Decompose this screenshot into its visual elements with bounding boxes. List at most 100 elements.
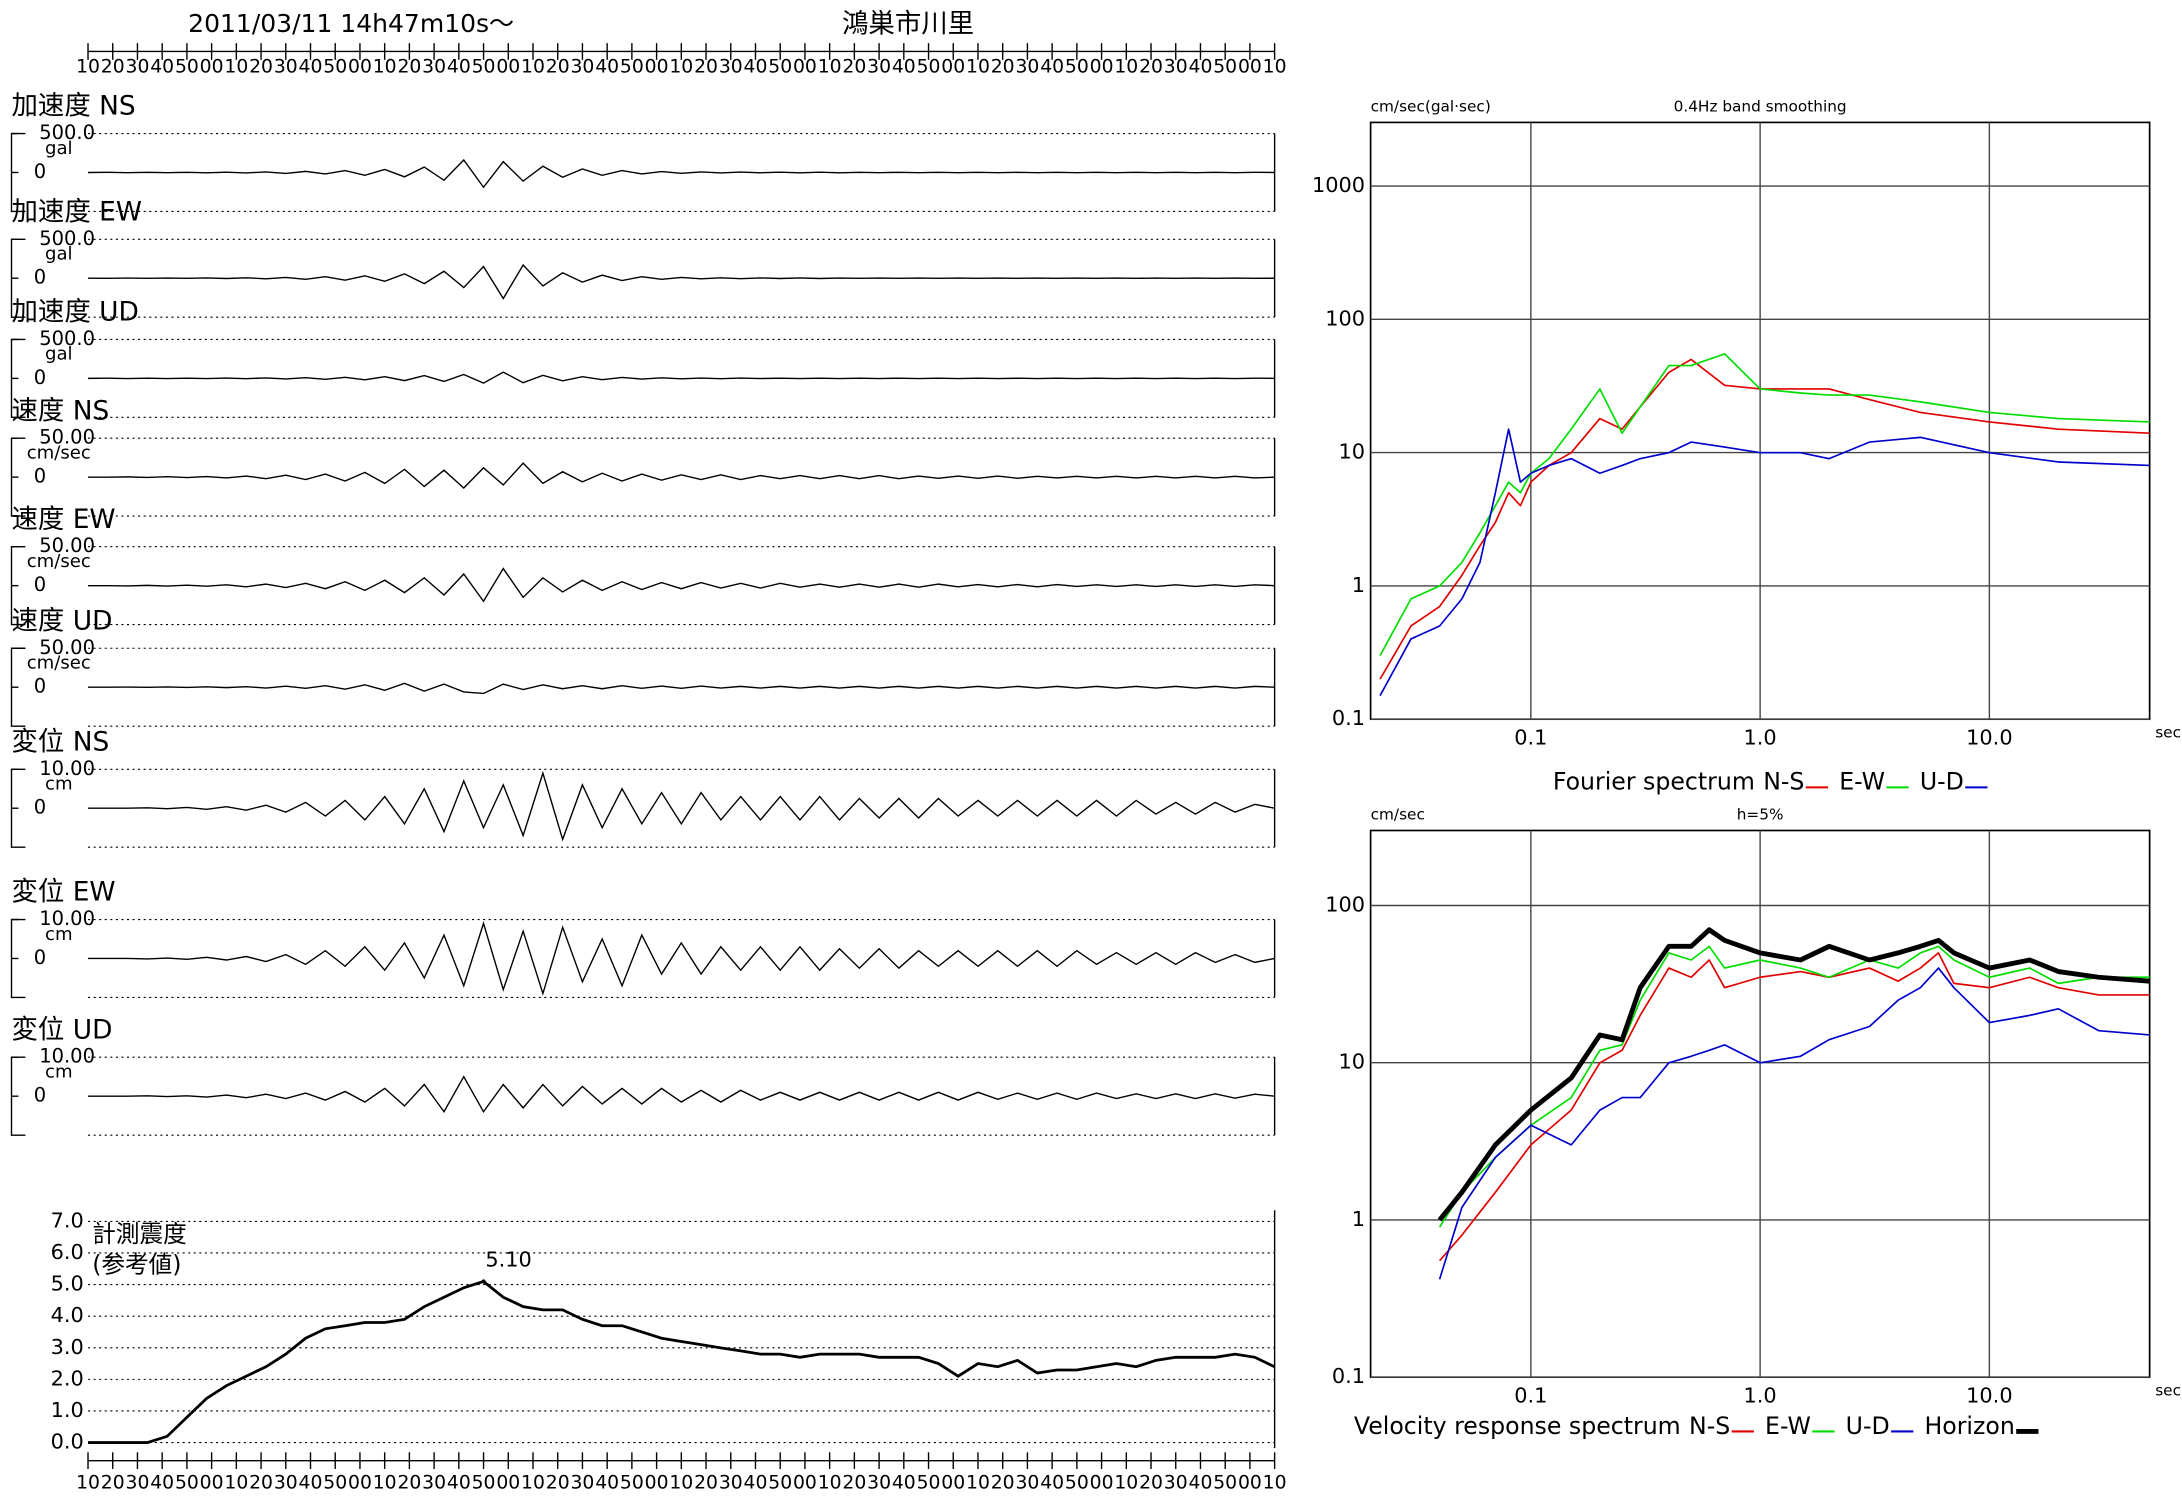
time-tick-label: 50 [1065,56,1089,77]
time-tick-label: 50 [1213,56,1237,77]
y-tick-label: 50.00 [39,636,95,659]
time-tick-label: 50 [472,1472,496,1493]
time-tick-label: 20 [694,1472,718,1493]
panel-unit: gal [45,138,73,159]
y-tick-label: 10.00 [39,1045,95,1068]
time-tick-label: 00 [496,56,520,77]
time-tick-label: 00 [941,56,965,77]
legend-label: N-S [1689,1412,1730,1440]
time-tick-label: 10 [373,56,397,77]
time-tick-label: 40 [150,1472,174,1493]
y-tick-label: 6.0 [51,1240,84,1264]
time-tick-label: 20 [249,56,273,77]
time-tick-label: 10 [373,1472,397,1493]
y-axis-label: cm/sec [1371,806,1425,824]
panel-title: 加速度 EW [12,196,142,227]
time-tick-label: 50 [323,1472,347,1493]
time-tick-label: 50 [917,56,941,77]
chart-title: 0.4Hz band smoothing [1674,98,1847,116]
legend-caption: Velocity response spectrum [1354,1412,1681,1440]
time-tick-label: 30 [126,1472,150,1493]
time-tick-label: 00 [645,56,669,77]
time-tick-label: 00 [941,1472,965,1493]
panel-unit: cm/sec [27,653,91,674]
y-tick-label: 0 [34,796,46,819]
time-tick-label: 30 [422,56,446,77]
time-tick-label: 00 [645,1472,669,1493]
y-tick-label: 1.0 [51,1398,84,1422]
panel-title: 変位 EW [12,877,116,908]
legend-label: U-D [1920,768,1964,796]
time-tick-label: 30 [1164,1472,1188,1493]
time-tick-label: 20 [991,1472,1015,1493]
time-tick-label: 40 [447,56,471,77]
panel-unit: cm/sec [27,442,91,463]
time-tick-label: 20 [1139,56,1163,77]
time-tick-label: 20 [991,56,1015,77]
time-tick-label: 50 [768,56,792,77]
waveform [88,371,1275,384]
waveform [88,567,1275,603]
intensity-subtitle: (参考値) [92,1250,181,1278]
x-tick-label: 1.0 [1744,726,1777,750]
waveform [88,921,1275,996]
panel-unit: gal [45,244,73,265]
time-tick-label: 00 [1090,1472,1114,1493]
y-tick-label: 500.0 [39,121,95,144]
time-tick-label: 30 [570,1472,594,1493]
legend-label: Horizon [1924,1412,2014,1440]
time-tick-label: 30 [422,1472,446,1493]
time-tick-label: 30 [719,56,743,77]
y-tick-label: 10 [1339,440,1366,464]
panel-unit: cm [45,924,73,945]
spectrum-line [1438,967,2150,1280]
y-tick-label: 2.0 [51,1366,84,1390]
y-tick-label: 0 [34,573,46,596]
time-tick-label: 40 [744,1472,768,1493]
time-tick-label: 10 [966,56,990,77]
time-tick-label: 10 [669,1472,693,1493]
y-tick-label: 3.0 [51,1335,84,1359]
time-tick-label: 20 [397,1472,421,1493]
time-tick-label: 10 [224,56,248,77]
time-tick-label: 00 [1090,56,1114,77]
y-tick-label: 1 [1352,1207,1365,1231]
y-tick-label: 10.00 [39,757,95,780]
time-tick-label: 00 [200,1472,224,1493]
panel-unit: gal [45,344,73,365]
time-tick-label: 10 [818,56,842,77]
time-tick-label: 30 [274,56,298,77]
panel-title: 速度 UD [12,605,113,636]
legend-label: E-W [1765,1412,1811,1440]
spectrum-line [1379,358,2150,680]
y-tick-label: 100 [1325,306,1365,330]
y-tick-label: 1000 [1312,173,1365,197]
time-tick-label: 40 [1189,1472,1213,1493]
time-tick-label: 50 [1213,1472,1237,1493]
panel-unit: cm/sec [27,551,91,572]
time-tick-label: 20 [1139,1472,1163,1493]
y-tick-label: 0 [34,675,46,698]
waveform [88,770,1275,842]
legend-caption: Fourier spectrum [1553,768,1755,796]
time-tick-label: 30 [1015,56,1039,77]
time-tick-label: 50 [917,1472,941,1493]
time-tick-label: 50 [1065,1472,1089,1493]
spectrum-line [1438,945,2150,1228]
time-tick-label: 20 [694,56,718,77]
y-tick-label: 0 [34,465,46,488]
time-tick-label: 40 [892,1472,916,1493]
legend-label: N-S [1763,768,1804,796]
time-tick-label: 50 [768,1472,792,1493]
time-tick-label: 30 [719,1472,743,1493]
time-tick-label: 20 [546,56,570,77]
waveform [88,263,1275,300]
y-tick-label: 0 [34,266,46,289]
time-tick-label: 10 [521,1472,545,1493]
spectrum-line [1379,353,2150,657]
time-tick-label: 40 [1040,1472,1064,1493]
time-tick-label: 50 [620,56,644,77]
time-tick-label: 50 [175,1472,199,1493]
y-tick-label: 0 [34,946,46,969]
